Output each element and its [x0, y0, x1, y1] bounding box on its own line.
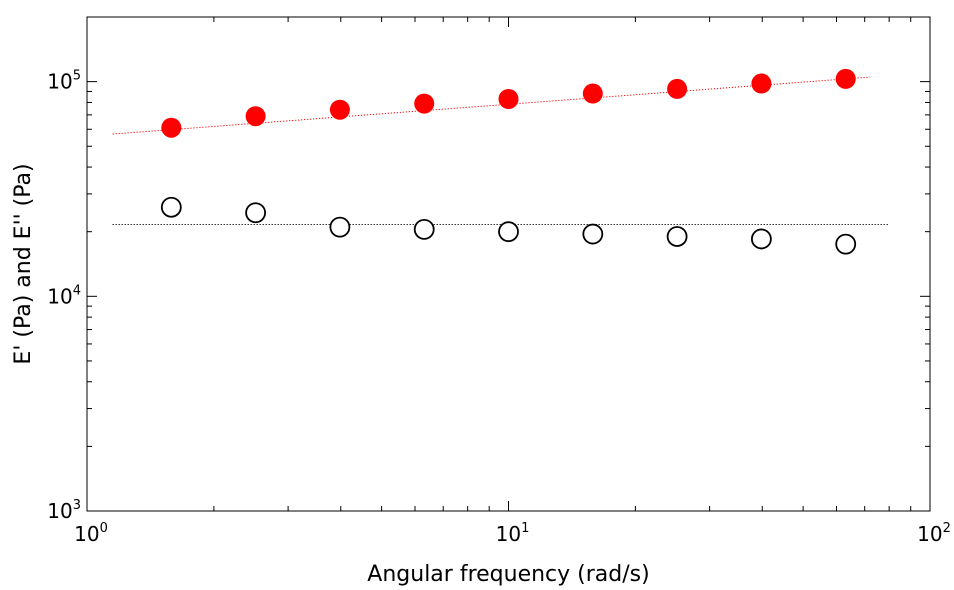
filled-data-point — [329, 99, 350, 120]
y-tick-label: 103 — [47, 498, 81, 523]
x-tick-label: 101 — [496, 521, 530, 546]
open-data-point — [666, 226, 688, 247]
open-data-point — [245, 202, 267, 224]
tick-labels: 100 101 102 103 104 105 — [47, 69, 951, 546]
open-data-point — [498, 221, 519, 243]
data-points — [160, 68, 857, 255]
x-tick-label: 102 — [917, 521, 951, 546]
x-tick-label: 100 — [74, 521, 108, 546]
x-axis-title: Angular frequency (rad/s) — [367, 562, 649, 587]
y-tick-label: 104 — [47, 283, 81, 308]
filled-data-point — [835, 68, 856, 89]
open-data-point — [329, 216, 351, 238]
open-data-point — [582, 223, 604, 245]
open-data-point — [835, 233, 857, 255]
filled-data-point — [751, 73, 772, 94]
filled-data-point — [667, 78, 688, 99]
open-data-point — [413, 218, 435, 240]
fit-lines — [112, 76, 890, 226]
filled-data-point — [245, 106, 266, 127]
y-tick-label: 105 — [47, 69, 81, 94]
filled-data-point — [498, 88, 519, 109]
open-data-point — [750, 228, 772, 250]
fit-line-1 — [112, 76, 870, 135]
y-axis-title: E' (Pa) and E'' (Pa) — [11, 163, 36, 364]
filled-data-point — [414, 93, 435, 114]
open-data-point — [160, 196, 182, 218]
filled-data-point — [161, 117, 182, 138]
filled-data-point — [582, 83, 603, 104]
axis-ticks — [86, 16, 931, 512]
